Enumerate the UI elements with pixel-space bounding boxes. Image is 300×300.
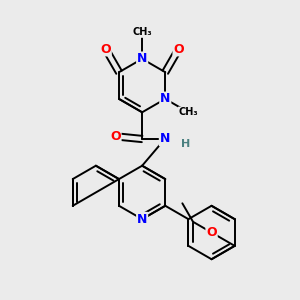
- Text: O: O: [173, 43, 184, 56]
- Text: CH₃: CH₃: [178, 107, 198, 117]
- Text: CH₃: CH₃: [132, 27, 152, 37]
- Text: N: N: [137, 52, 147, 65]
- Text: N: N: [160, 133, 170, 146]
- Text: O: O: [100, 43, 111, 56]
- Text: O: O: [110, 130, 121, 143]
- Text: O: O: [206, 226, 217, 239]
- Text: N: N: [160, 92, 170, 105]
- Text: N: N: [137, 213, 147, 226]
- Text: H: H: [181, 139, 190, 149]
